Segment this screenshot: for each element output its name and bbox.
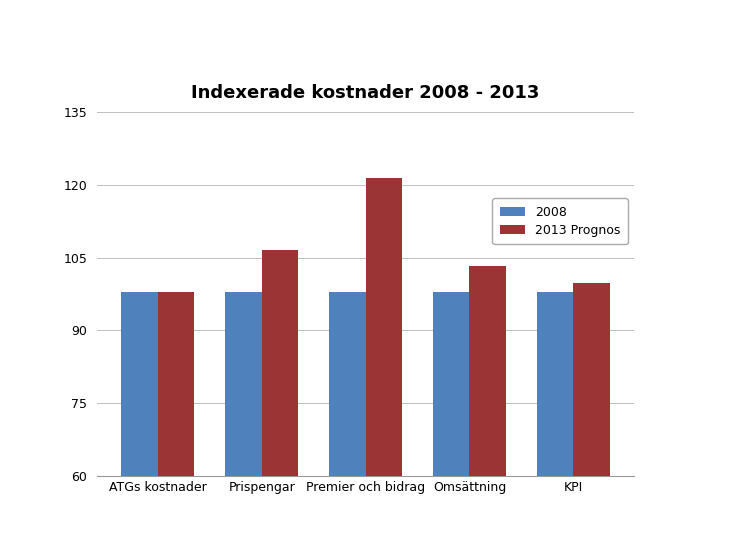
Bar bbox=[329, 292, 366, 476]
Bar bbox=[157, 292, 194, 476]
Bar bbox=[122, 292, 157, 476]
Bar bbox=[469, 267, 506, 476]
Bar bbox=[574, 283, 609, 476]
Legend: 2008, 2013 Prognos: 2008, 2013 Prognos bbox=[492, 198, 628, 244]
Bar bbox=[366, 178, 402, 476]
Bar bbox=[537, 292, 574, 476]
Bar bbox=[262, 250, 298, 476]
Bar bbox=[225, 292, 262, 476]
Title: Indexerade kostnader 2008 - 2013: Indexerade kostnader 2008 - 2013 bbox=[192, 84, 539, 102]
Bar bbox=[433, 292, 469, 476]
